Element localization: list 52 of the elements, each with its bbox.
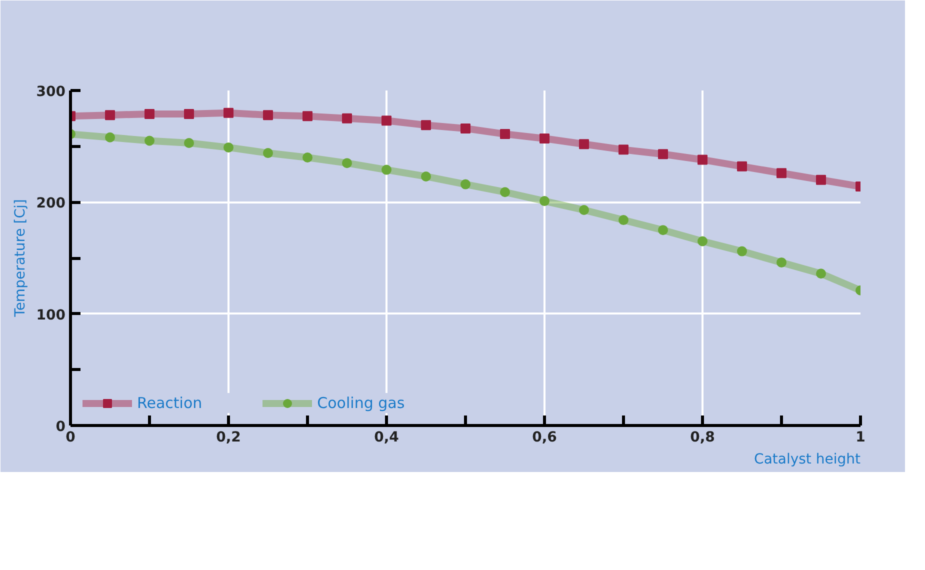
point [698,154,708,165]
x-tick-label: 1 [856,430,866,446]
point [421,171,431,182]
x-tick-label: 0,8 [690,430,715,446]
point [302,111,312,122]
point [816,268,826,279]
point [579,204,589,215]
point [658,149,668,160]
point [776,257,786,268]
x-tick-label: 0 [66,430,76,446]
point [698,236,708,246]
point [224,142,234,152]
point [816,174,826,185]
y-tick-label: 100 [36,307,66,324]
point [342,113,352,124]
legend-label: Cooling gas [317,394,405,412]
point [579,139,589,150]
point [618,215,628,226]
x-axis-title: Catalyst height [754,452,862,468]
y-tick-label: 300 [36,84,66,100]
point [224,108,234,118]
point [184,138,194,148]
point [540,196,550,206]
point [382,164,392,175]
point [263,148,273,158]
point [737,246,747,256]
point [658,225,668,236]
point [618,144,628,155]
point [263,110,273,120]
legend-label: Reaction [137,394,202,412]
point [421,120,431,130]
point [184,108,194,119]
point [500,129,510,140]
point [460,123,470,134]
y-axis-title: Temperature [Cj] [12,199,28,318]
y-tick-label: 200 [36,196,66,212]
y-tick-label: 0 [56,419,66,435]
point [737,161,747,172]
point [144,136,154,146]
point [105,132,115,142]
point [460,179,470,190]
point [105,110,115,120]
point [540,134,550,144]
point [500,187,510,198]
x-tick-label: 0,6 [532,430,557,446]
x-tick-label: 0,2 [216,430,241,446]
point [302,152,312,162]
point [342,158,352,168]
point [382,116,392,126]
x-tick-label: 0,4 [374,430,400,446]
point [776,168,786,178]
point [144,108,154,119]
